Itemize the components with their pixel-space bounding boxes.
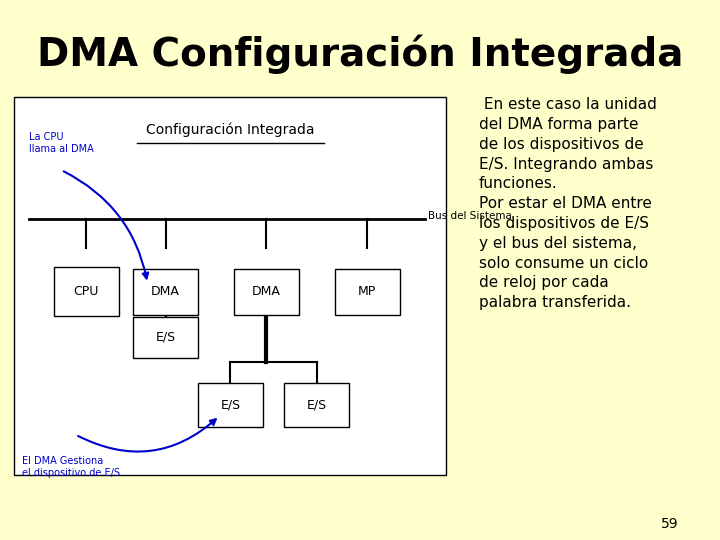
Text: E/S: E/S <box>307 399 327 411</box>
Text: MP: MP <box>358 285 377 298</box>
FancyBboxPatch shape <box>14 97 446 475</box>
Text: En este caso la unidad
del DMA forma parte
de los dispositivos de
E/S. Integrand: En este caso la unidad del DMA forma par… <box>479 97 657 310</box>
FancyBboxPatch shape <box>133 317 198 357</box>
FancyBboxPatch shape <box>234 268 299 314</box>
Text: DMA Configuración Integrada: DMA Configuración Integrada <box>37 34 683 74</box>
Text: El DMA Gestiona
el dispositivo de E/S: El DMA Gestiona el dispositivo de E/S <box>22 456 120 478</box>
FancyBboxPatch shape <box>335 268 400 314</box>
FancyBboxPatch shape <box>133 268 198 314</box>
Text: Bus del Sistema: Bus del Sistema <box>428 211 512 221</box>
FancyBboxPatch shape <box>198 383 263 427</box>
Text: La CPU
llama al DMA: La CPU llama al DMA <box>29 132 94 154</box>
Text: 59: 59 <box>661 517 678 531</box>
Text: Configuración Integrada: Configuración Integrada <box>146 123 315 137</box>
Text: CPU: CPU <box>73 285 99 298</box>
Text: DMA: DMA <box>151 285 180 298</box>
FancyBboxPatch shape <box>284 383 349 427</box>
Text: E/S: E/S <box>156 331 176 344</box>
Text: E/S: E/S <box>220 399 240 411</box>
FancyBboxPatch shape <box>54 267 119 316</box>
Text: DMA: DMA <box>252 285 281 298</box>
